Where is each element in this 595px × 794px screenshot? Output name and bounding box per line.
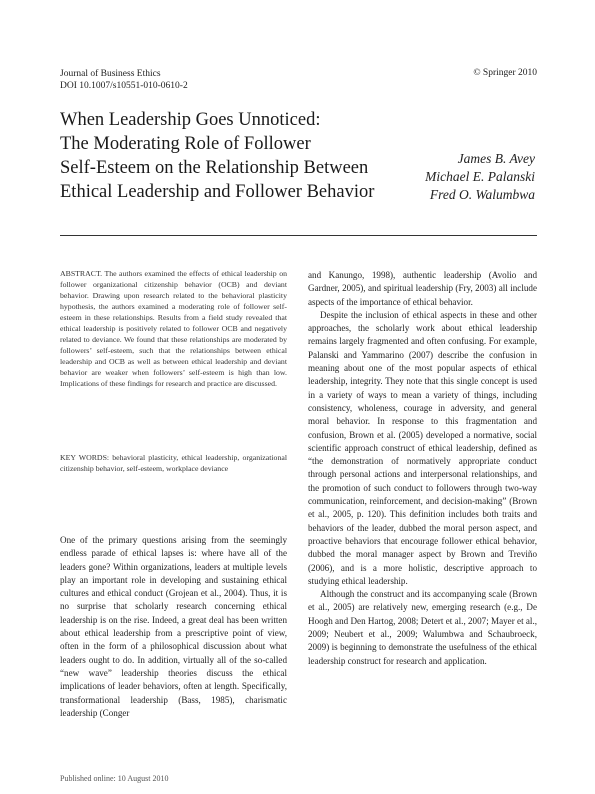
abstract: ABSTRACT. The authors examined the effec… [60,269,287,388]
publication-date: Published online: 10 August 2010 [60,774,169,783]
keywords: KEY WORDS: behavioral plasticity, ethica… [60,453,287,473]
paper-title: When Leadership Goes Unnoticed: The Mode… [60,108,400,204]
doi: DOI 10.1007/s10551-010-0610-2 [60,81,188,91]
body-text-left: One of the primary questions arising fro… [60,534,287,720]
body-text-right: and Kanungo, 1998), authentic leadership… [308,269,537,668]
author-name: Michael E. Palanski [425,169,535,184]
title-divider [60,235,537,236]
journal-name: Journal of Business Ethics [60,69,161,79]
author-name: James B. Avey [457,151,535,166]
paragraph: One of the primary questions arising fro… [60,535,287,718]
title-line: When Leadership Goes Unnoticed: [60,110,321,130]
title-line: Ethical Leadership and Follower Behavior [60,182,375,202]
journal-header: Journal of Business Ethics DOI 10.1007/s… [60,68,188,92]
author-list: James B. Avey Michael E. Palanski Fred O… [425,150,535,204]
title-line: The Moderating Role of Follower [60,134,311,154]
paragraph: Although the construct and its accompany… [308,589,537,666]
paragraph: and Kanungo, 1998), authentic leadership… [308,270,537,307]
title-line: Self-Esteem on the Relationship Between [60,158,369,178]
author-name: Fred O. Walumbwa [429,187,535,202]
paragraph: Despite the inclusion of ethical aspects… [308,309,537,586]
copyright: © Springer 2010 [473,68,537,78]
